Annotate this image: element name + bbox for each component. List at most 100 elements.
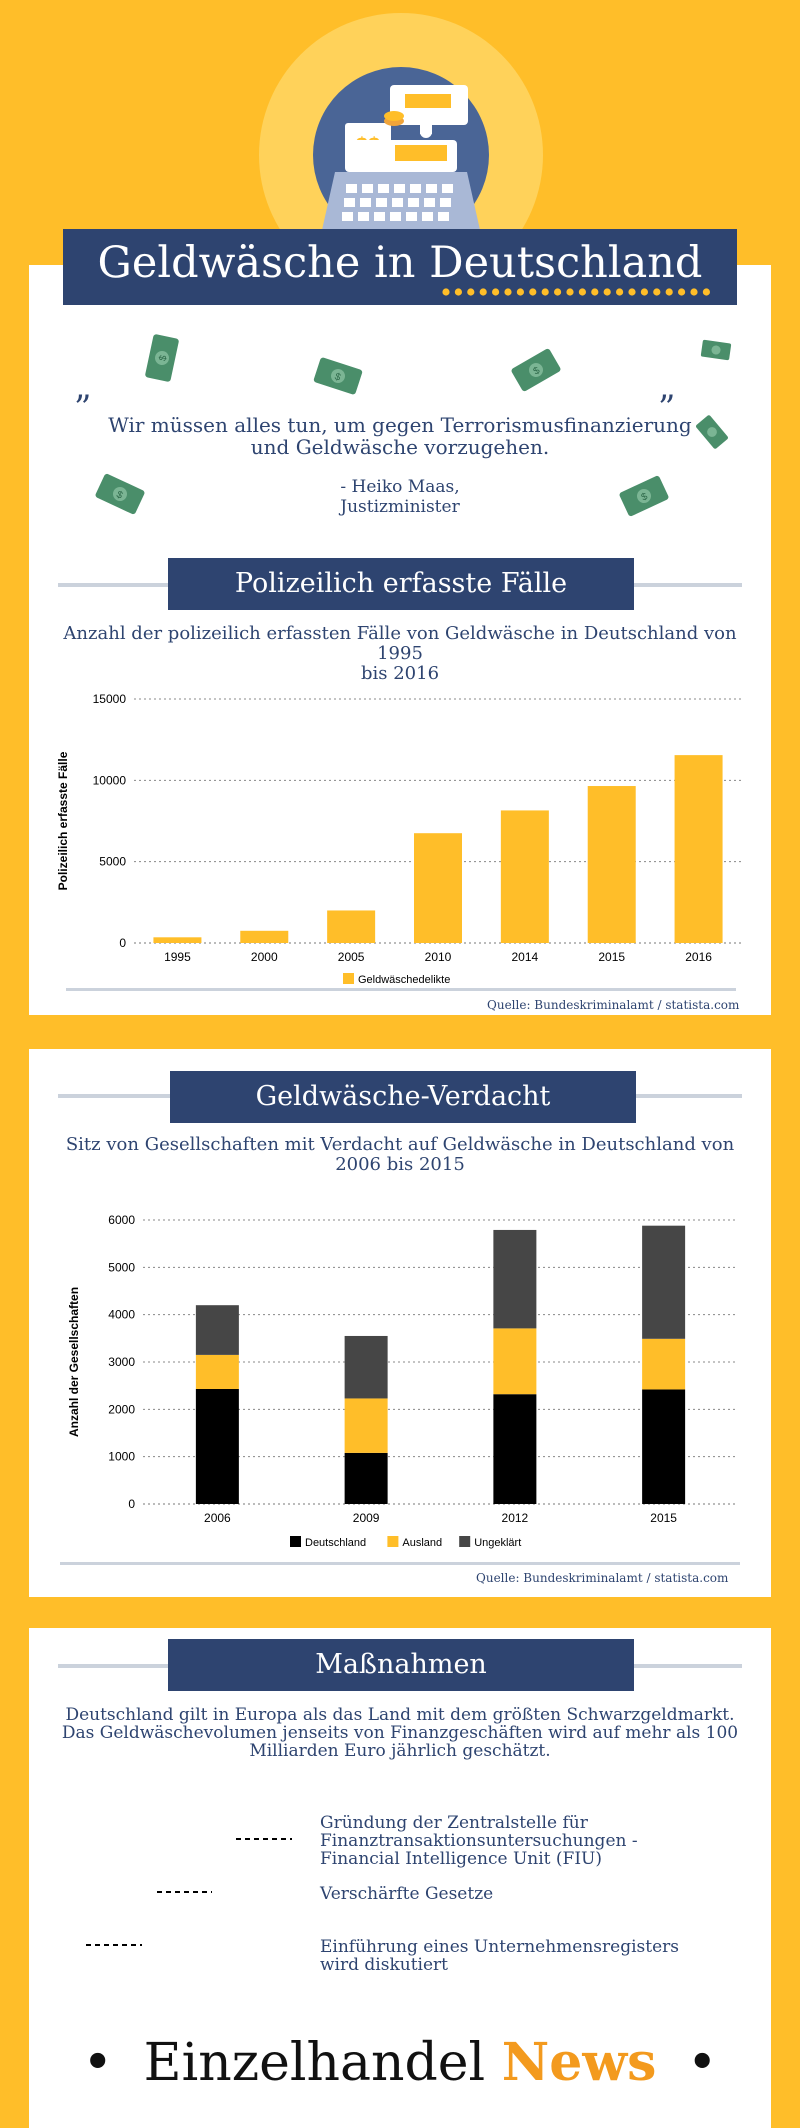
money-bill-icon	[700, 339, 732, 361]
bar-2015-Ungeklärt	[642, 1225, 686, 1339]
keypad-key	[392, 198, 403, 207]
quote-line: Wir müssen alles tun, um gegen Terrorism…	[108, 413, 692, 437]
keypad-key	[390, 212, 401, 221]
legend-label: Deutschland	[305, 1537, 366, 1549]
title-dot	[616, 288, 624, 296]
keypad-key	[438, 212, 449, 221]
keypad-key	[426, 184, 437, 193]
y-axis-label: Anzahl der Gesellschaften	[67, 1287, 81, 1437]
y-tick-label: 5000	[108, 1260, 135, 1274]
title-dot	[442, 288, 450, 296]
intro-line: Milliarden Euro jährlich geschätzt.	[249, 1741, 551, 1761]
legend-label: Geldwäschedelikte	[358, 974, 450, 986]
brand-name-accent: News	[501, 2032, 657, 2093]
title-dot	[690, 288, 698, 296]
legend-label: Ausland	[402, 1537, 442, 1549]
section2-title: Geldwäsche-Verdacht	[255, 1081, 551, 1112]
bar-2009-Deutschland	[344, 1452, 388, 1504]
measure-text: Gründung der Zentralstelle für	[320, 1813, 588, 1833]
chart2-source: Quelle: Bundeskriminalamt / statista.com	[476, 1571, 729, 1585]
money-bill-icon: $	[313, 357, 363, 395]
x-tick-label: 2006	[204, 1511, 231, 1525]
x-tick-label: 2005	[338, 950, 365, 964]
x-tick-label: 2000	[251, 950, 278, 964]
title-dot	[454, 288, 462, 296]
x-tick-label: 2010	[425, 950, 452, 964]
keypad-key	[406, 212, 417, 221]
title-dot	[467, 288, 475, 296]
header-illustration: $$	[259, 13, 543, 240]
title-dot	[640, 288, 648, 296]
keypad-key	[408, 198, 419, 207]
bar-2009-Ungeklärt	[344, 1335, 388, 1399]
quote-open-mark: ”	[74, 388, 92, 428]
chart2-title: Sitz von Gesellschaften mit Verdacht auf…	[40, 1135, 760, 1175]
bar-2012-Deutschland	[493, 1394, 537, 1504]
title-dot	[653, 288, 661, 296]
money-decoration: $ $ $ $ $	[95, 334, 732, 517]
measure-item: Gründung der Zentralstelle für Finanztra…	[320, 1814, 638, 1868]
brand-name: Einzelhandel	[143, 2033, 486, 2093]
section3-banner: Maßnahmen	[168, 1639, 634, 1691]
title-dot	[504, 288, 512, 296]
keypad-key	[442, 184, 453, 193]
measure-item: Verschärfte Gesetze	[320, 1885, 493, 1903]
title-dot	[566, 288, 574, 296]
chart1-title: Anzahl der polizeilich erfassten Fälle v…	[40, 624, 760, 684]
chart1-title-line: bis 2016	[360, 663, 440, 684]
keypad-key	[424, 198, 435, 207]
measure-text: Einführung eines Unternehmensregisters	[320, 1937, 680, 1957]
x-tick-label: 2014	[512, 950, 539, 964]
chart2-title-line: 2006 bis 2015	[335, 1154, 465, 1175]
bar-2009-Ausland	[344, 1398, 388, 1453]
y-tick-label: 4000	[108, 1308, 135, 1322]
money-bill-icon: $	[511, 348, 561, 392]
money-bill-icon	[695, 415, 729, 449]
keypad-key	[344, 198, 355, 207]
author-role: Justizminister	[340, 497, 460, 517]
measure-item: Einführung eines Unternehmensregisters w…	[320, 1938, 679, 1974]
section2-banner: Geldwäsche-Verdacht	[170, 1071, 636, 1123]
bar-2012-Ungeklärt	[493, 1229, 537, 1329]
y-tick-label: 1000	[108, 1450, 135, 1464]
bar-2015-Ausland	[642, 1338, 686, 1390]
x-tick-label: 2016	[685, 950, 712, 964]
legend-swatch	[459, 1536, 471, 1547]
chart1-source: Quelle: Bundeskriminalamt / statista.com	[487, 998, 740, 1012]
measure-connectors	[86, 1838, 292, 1946]
bar-2015-Deutschland	[642, 1389, 686, 1504]
section1-title: Polizeilich erfasste Fälle	[234, 568, 568, 599]
intro-card	[29, 265, 771, 1015]
y-tick-label: 10000	[93, 773, 127, 787]
legend-swatch	[387, 1536, 399, 1547]
quote-close-mark: ”	[658, 388, 676, 428]
keypad-key	[422, 212, 433, 221]
money-bill-icon: $	[95, 473, 145, 515]
keypad-keys	[342, 184, 453, 221]
title-dot	[578, 288, 586, 296]
bar-2010-Geldwäschedelikte	[414, 833, 462, 943]
svg-text:$: $	[115, 489, 125, 502]
keypad-key	[358, 212, 369, 221]
money-bill-icon: $	[619, 475, 669, 517]
title-dot	[479, 288, 487, 296]
y-tick-label: 3000	[108, 1355, 135, 1369]
bar-2012-Ausland	[493, 1328, 537, 1395]
quote-author: - Heiko Maas, Justizminister	[300, 477, 500, 517]
chart1-title-line: Anzahl der polizeilich erfassten Fälle v…	[63, 623, 737, 664]
title-dot	[628, 288, 636, 296]
bar-2006-Deutschland	[195, 1388, 239, 1504]
title-dot	[591, 288, 599, 296]
section1-banner: Polizeilich erfasste Fälle	[168, 558, 634, 610]
keypad-key	[394, 184, 405, 193]
title-dot	[678, 288, 686, 296]
legend-label: Ungeklärt	[474, 1537, 521, 1549]
measure-text: Finanztransaktionsuntersuchungen -	[320, 1831, 638, 1851]
y-axis-label: Polizeilich erfasste Fälle	[56, 751, 70, 890]
svg-text:$: $	[640, 491, 650, 504]
keypad-key	[362, 184, 373, 193]
bar-2006-Ungeklärt	[195, 1305, 239, 1355]
bar-2005-Geldwäschedelikte	[327, 910, 376, 943]
chart1-bar-chart: 0 5000 10000 15000 Polizeilich erfasste Fäll…	[56, 692, 742, 986]
measure-text: wird diskutiert	[320, 1955, 448, 1975]
